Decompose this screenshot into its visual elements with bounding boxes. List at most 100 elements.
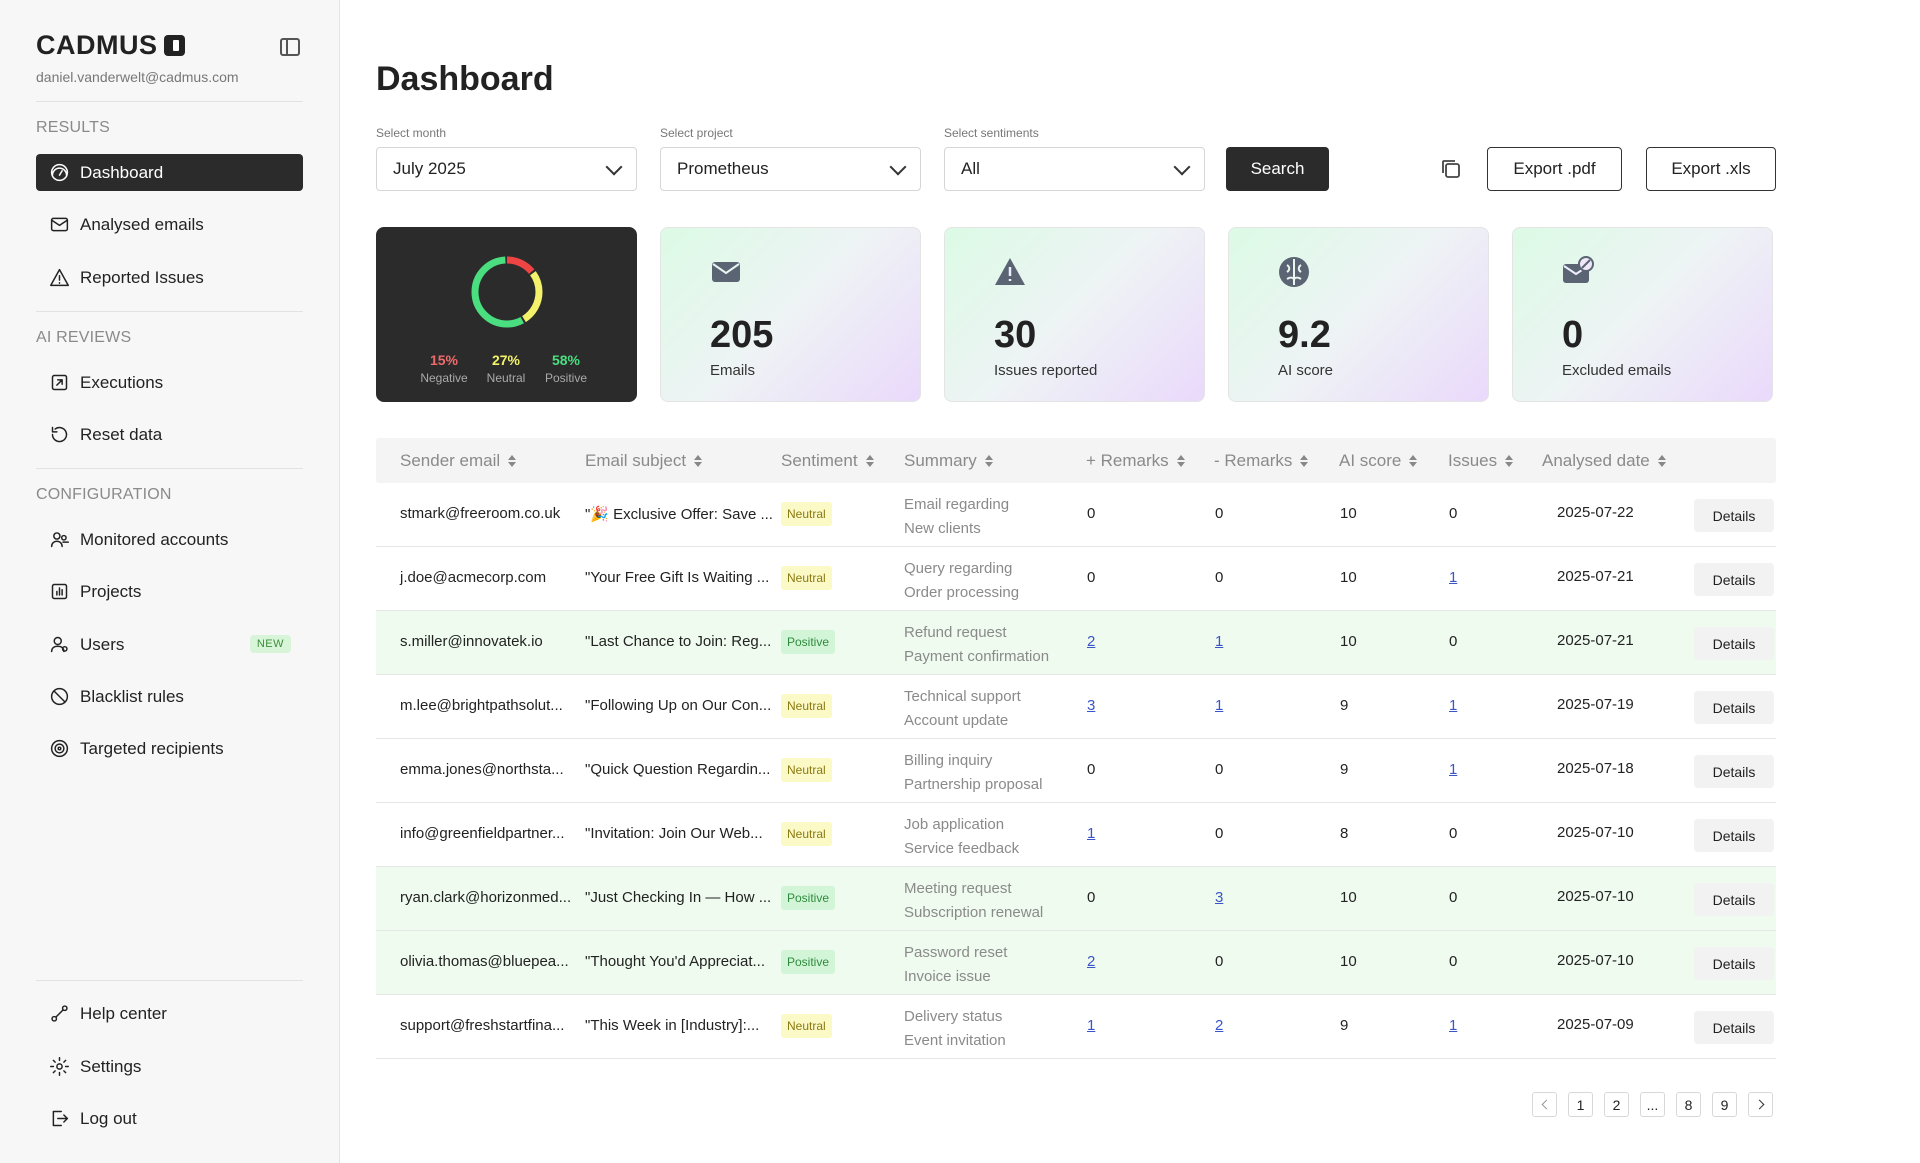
divider bbox=[36, 468, 303, 469]
mail-icon bbox=[48, 214, 70, 236]
sidebar-item-settings[interactable]: Settings bbox=[36, 1048, 303, 1085]
summary-line: Order processing bbox=[904, 584, 1020, 601]
pagination-page[interactable]: 9 bbox=[1712, 1092, 1737, 1117]
neutral-label: Neutral bbox=[486, 371, 526, 385]
sidebar-item-blacklist-rules[interactable]: Blacklist rules bbox=[36, 678, 303, 715]
column-header-sender[interactable]: Sender email bbox=[400, 451, 517, 471]
sort-icon bbox=[984, 455, 993, 467]
issues-count[interactable]: 1 bbox=[1449, 1017, 1458, 1034]
column-header-ai-score[interactable]: AI score bbox=[1339, 451, 1418, 471]
details-button[interactable]: Details bbox=[1694, 947, 1774, 980]
sentiment-badge: Neutral bbox=[781, 502, 832, 526]
table-header: Sender email Email subject Sentiment Sum… bbox=[376, 438, 1776, 483]
plus-remarks[interactable]: 2 bbox=[1087, 633, 1096, 650]
sender-email: s.miller@innovatek.io bbox=[400, 633, 543, 650]
plus-remarks[interactable]: 1 bbox=[1087, 1017, 1096, 1034]
sidebar-item-executions[interactable]: Executions bbox=[36, 364, 303, 401]
plus-remarks[interactable]: 1 bbox=[1087, 825, 1096, 842]
stat-card-excluded: 0 Excluded emails bbox=[1512, 227, 1773, 402]
minus-remarks[interactable]: 2 bbox=[1215, 1017, 1224, 1034]
header-label: Sentiment bbox=[781, 451, 858, 470]
pagination-page[interactable]: 2 bbox=[1604, 1092, 1629, 1117]
stat-value: 0 bbox=[1562, 314, 1584, 356]
details-button[interactable]: Details bbox=[1694, 691, 1774, 724]
plus-remarks[interactable]: 3 bbox=[1087, 697, 1096, 714]
sort-icon bbox=[1505, 455, 1514, 467]
section-title-ai-reviews: AI REVIEWS bbox=[36, 329, 132, 346]
month-filter-label: Select month bbox=[376, 126, 447, 140]
plus-remarks: 0 bbox=[1087, 505, 1096, 522]
pagination-next-button[interactable] bbox=[1748, 1092, 1773, 1117]
issues-count[interactable]: 1 bbox=[1449, 569, 1458, 586]
target-icon bbox=[48, 738, 70, 760]
sentiment-select[interactable]: All bbox=[944, 147, 1205, 191]
issues-count[interactable]: 1 bbox=[1449, 697, 1458, 714]
donut-segment-negative bbox=[471, 256, 543, 328]
minus-remarks[interactable]: 3 bbox=[1215, 889, 1224, 906]
sidebar-item-reset-data[interactable]: Reset data bbox=[36, 416, 303, 453]
details-button[interactable]: Details bbox=[1694, 563, 1774, 596]
sender-email: m.lee@brightpathsolut... bbox=[400, 697, 563, 714]
sidebar-item-dashboard[interactable]: Dashboard bbox=[36, 154, 303, 191]
minus-remarks: 0 bbox=[1215, 569, 1224, 586]
search-button[interactable]: Search bbox=[1226, 147, 1329, 191]
column-header-analysed-date[interactable]: Analysed date bbox=[1542, 451, 1666, 471]
column-header-plus-remarks[interactable]: + Remarks bbox=[1086, 451, 1185, 471]
column-header-minus-remarks[interactable]: - Remarks bbox=[1214, 451, 1309, 471]
sidebar-item-analysed-emails[interactable]: Analysed emails bbox=[36, 206, 303, 243]
sidebar-item-log-out[interactable]: Log out bbox=[36, 1100, 303, 1137]
minus-remarks[interactable]: 1 bbox=[1215, 697, 1224, 714]
summary-line: Partnership proposal bbox=[904, 776, 1043, 793]
sidebar-item-targeted-recipients[interactable]: Targeted recipients bbox=[36, 730, 303, 767]
user-email: daniel.vanderwelt@cadmus.com bbox=[36, 69, 239, 85]
sidebar-item-label: Projects bbox=[80, 581, 142, 601]
header-label: - Remarks bbox=[1214, 451, 1293, 470]
sidebar-item-label: Reported Issues bbox=[80, 267, 204, 287]
table-row: s.miller@innovatek.io "Last Chance to Joi… bbox=[376, 611, 1776, 675]
details-button[interactable]: Details bbox=[1694, 755, 1774, 788]
sidebar-item-monitored-accounts[interactable]: Monitored accounts bbox=[36, 521, 303, 558]
stat-caption: AI score bbox=[1278, 362, 1334, 379]
project-select[interactable]: Prometheus bbox=[660, 147, 921, 191]
export-pdf-button[interactable]: Export .pdf bbox=[1487, 147, 1622, 191]
ai-score: 9 bbox=[1340, 697, 1349, 714]
month-select[interactable]: July 2025 bbox=[376, 147, 637, 191]
email-subject: "Just Checking In — How ... bbox=[585, 889, 772, 906]
sender-email: j.doe@acmecorp.com bbox=[400, 569, 547, 586]
analysed-date: 2025-07-19 bbox=[1557, 696, 1634, 713]
details-button[interactable]: Details bbox=[1694, 883, 1774, 916]
details-button[interactable]: Details bbox=[1694, 499, 1774, 532]
pagination-prev-button[interactable] bbox=[1532, 1092, 1557, 1117]
table-row: support@freshstartfina... "This Week in [… bbox=[376, 995, 1776, 1059]
sidebar-item-projects[interactable]: Projects bbox=[36, 573, 303, 610]
column-header-issues[interactable]: Issues bbox=[1448, 451, 1514, 471]
column-header-subject[interactable]: Email subject bbox=[585, 451, 703, 471]
pagination-page[interactable]: 8 bbox=[1676, 1092, 1701, 1117]
sidebar-item-reported-issues[interactable]: Reported Issues bbox=[36, 259, 303, 296]
export-xls-button[interactable]: Export .xls bbox=[1646, 147, 1776, 191]
header-label: + Remarks bbox=[1086, 451, 1169, 470]
copy-icon[interactable] bbox=[1439, 157, 1463, 181]
chevron-down-icon bbox=[605, 158, 623, 176]
sidebar-item-users[interactable]: Users NEW bbox=[36, 626, 303, 663]
sidebar-item-help-center[interactable]: Help center bbox=[36, 995, 303, 1032]
summary-line: Technical support bbox=[904, 688, 1021, 705]
column-header-summary[interactable]: Summary bbox=[904, 451, 993, 471]
project-select-value: Prometheus bbox=[677, 159, 769, 178]
ai-score: 10 bbox=[1340, 953, 1357, 970]
warning-icon bbox=[48, 267, 70, 289]
details-button[interactable]: Details bbox=[1694, 627, 1774, 660]
ai-score: 9 bbox=[1340, 1017, 1349, 1034]
analysed-date: 2025-07-10 bbox=[1557, 888, 1634, 905]
details-button[interactable]: Details bbox=[1694, 1011, 1774, 1044]
details-button[interactable]: Details bbox=[1694, 819, 1774, 852]
issues-count[interactable]: 1 bbox=[1449, 761, 1458, 778]
sentiment-filter-label: Select sentiments bbox=[944, 126, 1039, 140]
collapse-sidebar-icon[interactable] bbox=[280, 38, 300, 56]
column-header-sentiment[interactable]: Sentiment bbox=[781, 451, 874, 471]
minus-remarks[interactable]: 1 bbox=[1215, 633, 1224, 650]
summary: Meeting request Subscription renewal bbox=[904, 877, 1043, 925]
plus-remarks[interactable]: 2 bbox=[1087, 953, 1096, 970]
ai-score: 10 bbox=[1340, 633, 1357, 650]
pagination-page[interactable]: 1 bbox=[1568, 1092, 1593, 1117]
